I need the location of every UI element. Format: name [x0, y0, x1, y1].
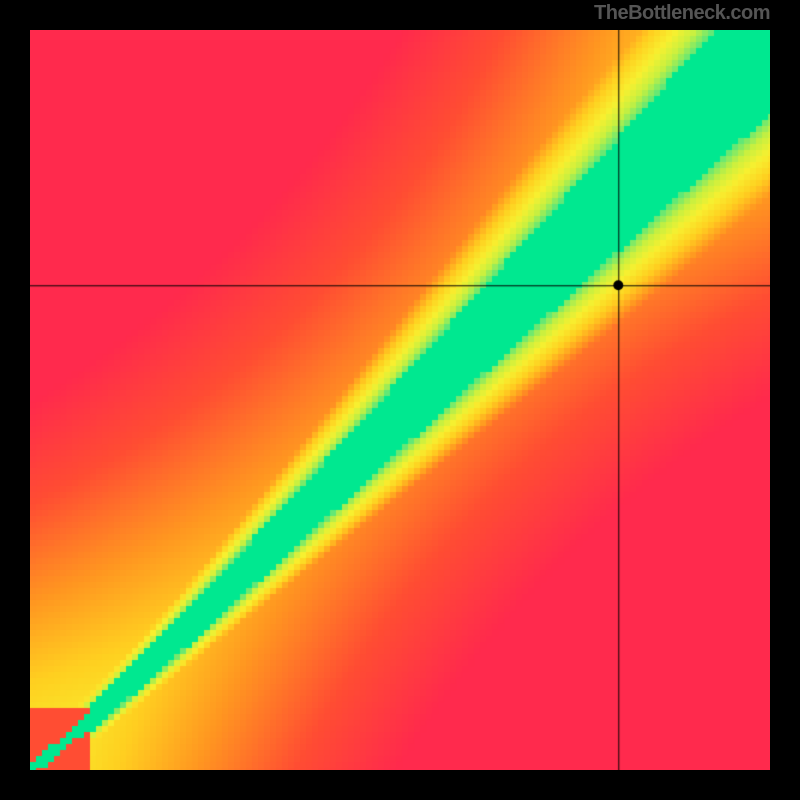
heatmap-plot — [30, 30, 770, 770]
chart-container: TheBottleneck.com — [0, 0, 800, 800]
watermark-text: TheBottleneck.com — [594, 2, 770, 25]
heatmap-canvas — [30, 30, 770, 770]
